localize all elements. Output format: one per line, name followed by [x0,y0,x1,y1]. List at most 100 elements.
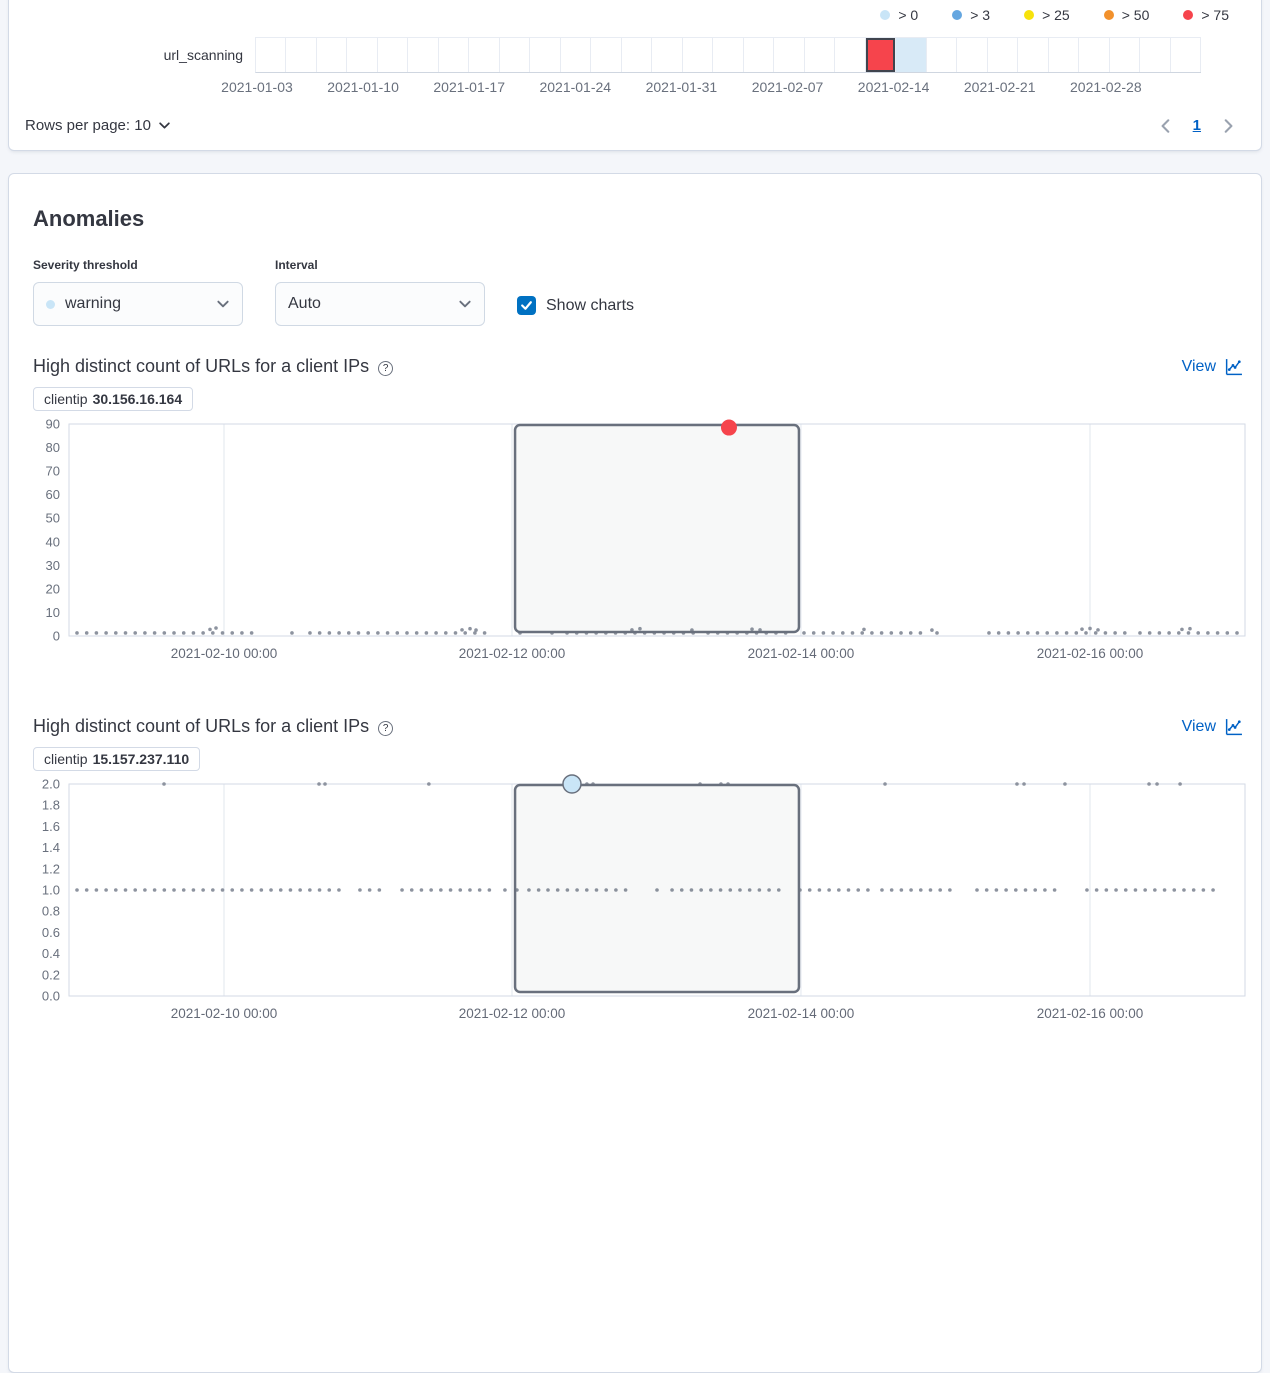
svg-text:40: 40 [46,534,60,549]
chart-title: High distinct count of URLs for a client… [33,716,370,736]
interval-value: Auto [288,295,321,312]
rows-per-page-selector[interactable]: Rows per page: 10 [25,117,171,134]
interval-label: Interval [275,258,318,272]
svg-text:1.2: 1.2 [42,861,60,876]
swimlane-axis-label: 2021-01-17 [433,79,505,95]
swimlane-cell[interactable] [347,38,378,72]
svg-text:70: 70 [46,464,60,479]
svg-text:0.6: 0.6 [42,925,60,940]
swimlane-cell[interactable] [408,38,439,72]
swimlane-cell[interactable] [530,38,561,72]
swimlane-axis-label: 2021-01-31 [645,79,718,95]
pagination: 1 [1159,117,1235,134]
legend-label: > 50 [1121,7,1150,23]
selected-time-range[interactable] [513,423,801,634]
help-icon[interactable]: ? [378,720,394,736]
svg-text:2021-02-16 00:00: 2021-02-16 00:00 [1037,1006,1144,1021]
swimlane-cell[interactable] [1109,38,1141,72]
swimlane-cell[interactable] [926,38,958,72]
swimlane-cell[interactable] [591,38,622,72]
swimlane-cell[interactable] [713,38,744,72]
show-charts-checkbox[interactable] [517,296,536,315]
legend-item: > 50 [1103,7,1150,23]
svg-text:2021-02-14 00:00: 2021-02-14 00:00 [748,1006,855,1021]
svg-text:0.2: 0.2 [42,967,60,982]
anomalies-heading: Anomalies [33,206,145,231]
swimlane-row-label: url_scanning [163,47,243,63]
swimlane-cell[interactable] [835,38,866,72]
legend-item: > 25 [1024,7,1070,23]
swimlane-axis-label: 2021-01-03 [221,79,293,95]
next-page-button[interactable] [1221,118,1235,134]
swimlane-cell[interactable] [804,38,836,72]
warning-severity-dot [46,299,55,309]
swimlane[interactable] [255,37,1202,73]
swimlane-footer: Rows per page: 10 1 [9,107,1261,134]
clientip-badge: clientip 15.157.237.110 [33,747,201,771]
swimlane-cell[interactable] [1170,38,1202,72]
swimlane-cell[interactable] [743,38,775,72]
anomaly-marker[interactable] [720,419,737,436]
swimlane-cell[interactable] [316,38,348,72]
svg-text:50: 50 [46,511,60,526]
swimlane-cell[interactable] [682,38,714,72]
swimlane-panel: > 0 > 3 > 25 > 50 > 75 url_scanning 2021-01-… [8,0,1262,151]
help-icon[interactable]: ? [378,360,394,376]
check-icon [521,301,532,310]
swimlane-row: url_scanning 2021-01-03 2021-01-10 2021-01… [9,37,1261,99]
view-link-label: View [1181,717,1216,735]
anomaly-marker[interactable] [562,774,582,794]
view-link[interactable]: View [1182,718,1243,736]
svg-text:2021-02-16 00:00: 2021-02-16 00:00 [1037,646,1144,661]
swimlane-axis-label: 2021-02-07 [751,79,824,95]
swimlane-cell[interactable] [499,38,531,72]
svg-text:0: 0 [53,629,60,644]
swimlane-cell-selected-critical[interactable] [865,38,897,72]
legend-label: > 0 [898,7,919,23]
svg-text:2021-02-10 00:00: 2021-02-10 00:00 [171,1006,278,1021]
view-link[interactable]: View [1182,358,1243,376]
swimlane-cell[interactable] [286,38,317,72]
anomaly-chart-block-1: High distinct count of URLs for a client… [33,356,1246,664]
legend-label: > 25 [1042,7,1070,23]
swimlane-cell[interactable] [377,38,409,72]
swimlane-axis-label: 2021-01-10 [327,79,399,95]
swimlane-cell-low[interactable] [896,38,927,72]
swimlane-cell[interactable] [987,38,1019,72]
swimlane-cell[interactable] [621,38,653,72]
show-charts-control: Show charts [517,296,634,315]
chart-title: High distinct count of URLs for a client… [33,356,370,376]
swimlane-cell[interactable] [438,38,470,72]
svg-text:1.4: 1.4 [42,840,60,855]
svg-text:1.8: 1.8 [42,798,60,813]
swimlane-cell[interactable] [957,38,988,72]
anomaly-scatter-chart[interactable]: 2021-02-10 00:00 2021-02-12 00:00 2021-02-… [17,774,1255,1024]
svg-text:0.0: 0.0 [42,989,60,1004]
svg-text:60: 60 [46,487,60,502]
interval-select[interactable]: Auto [275,282,485,326]
svg-text:30: 30 [46,558,60,573]
badge-field-value: 30.156.16.164 [92,391,183,407]
swimlane-cell[interactable] [1140,38,1171,72]
chart-header: High distinct count of URLs for a client… [33,356,1245,377]
severity-threshold-select[interactable]: warning [33,282,243,326]
previous-page-button[interactable] [1159,118,1173,134]
chevron-down-icon [458,297,472,311]
legend-item: > 75 [1183,7,1229,23]
swimlane-cell[interactable] [1018,38,1049,72]
swimlane-cell[interactable] [774,38,805,72]
swimlane-cell[interactable] [256,38,287,72]
anomalies-panel: Anomalies Severity threshold warning Int… [8,173,1262,1373]
swimlane-cell[interactable] [560,38,592,72]
swimlane-cell[interactable] [1048,38,1080,72]
anomaly-chart-block-2: High distinct count of URLs for a client… [33,716,1246,1024]
swimlane-cell[interactable] [1079,38,1110,72]
selected-time-range[interactable] [513,783,801,994]
swimlane-cell[interactable] [469,38,500,72]
anomaly-scatter-chart[interactable]: 2021-02-10 00:00 2021-02-12 00:00 2021-02-… [17,417,1255,664]
page-number-1[interactable]: 1 [1192,117,1201,134]
swimlane-cell[interactable] [652,38,683,72]
legend-label: > 75 [1201,7,1229,23]
view-link-label: View [1181,357,1216,375]
severity-dot-icon [880,10,891,20]
